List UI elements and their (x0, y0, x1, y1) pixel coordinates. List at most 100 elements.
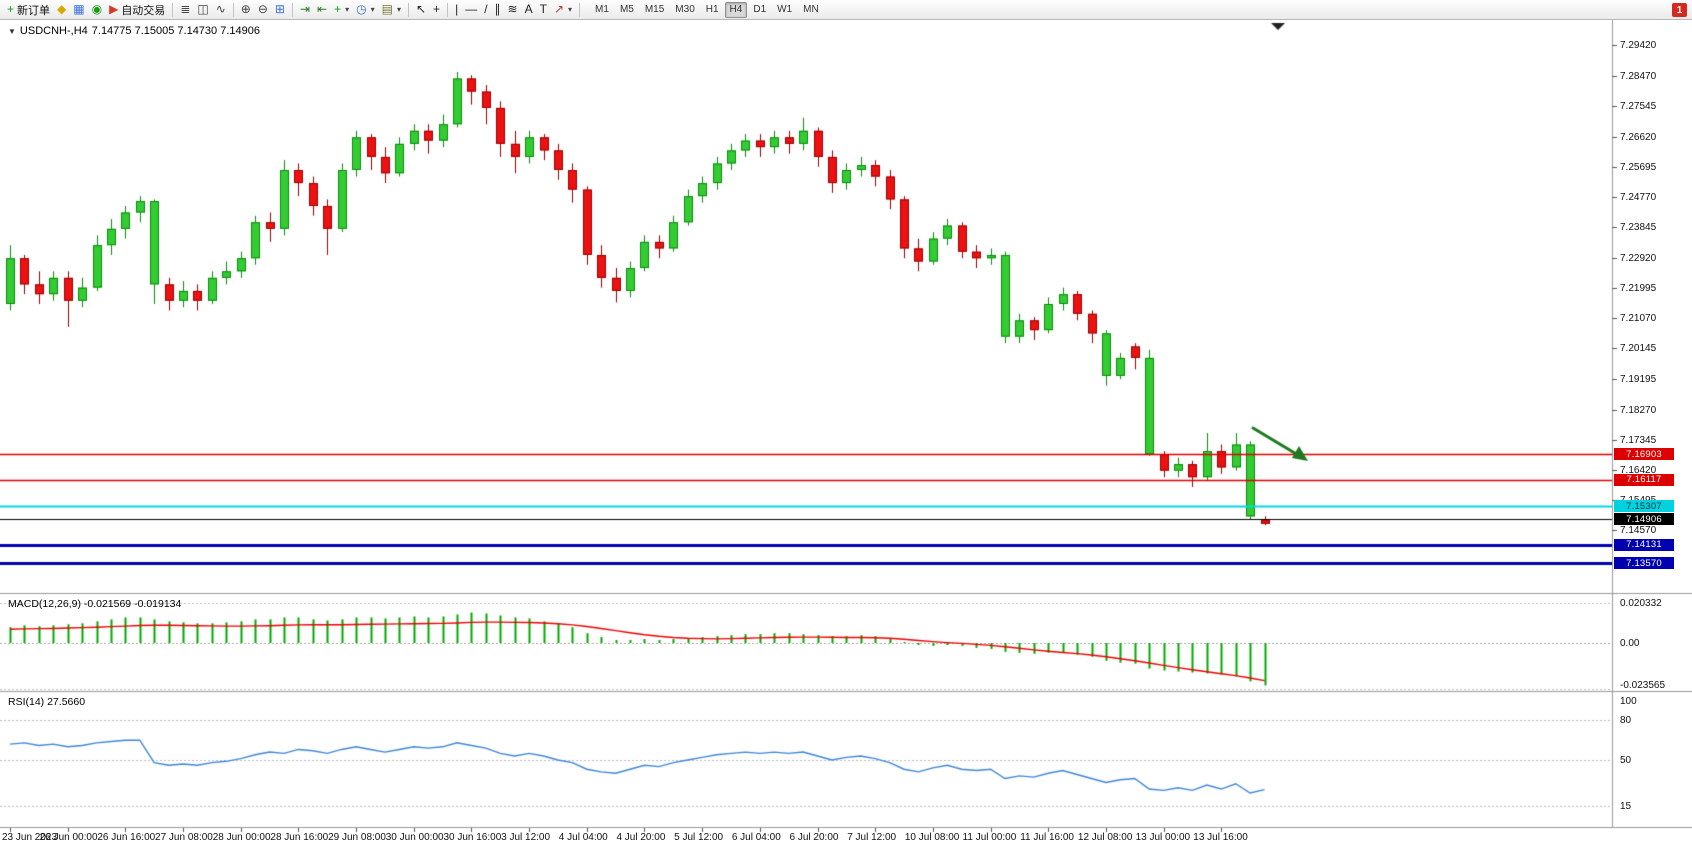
arrows-icon[interactable]: ↗ ▾ (551, 1, 575, 18)
time-axis-label: 29 Jun 08:00 (328, 832, 386, 843)
refresh-icon[interactable]: ◉ (89, 1, 105, 18)
bar-chart-icon: ≣ (180, 2, 191, 16)
timeframe-button-m5[interactable]: M5 (619, 3, 634, 15)
new-order-button: + (7, 2, 15, 16)
price-axis-label: 7.25695 (1620, 161, 1657, 173)
auto-scroll-icon[interactable]: ⇥ (297, 1, 313, 18)
time-axis-label: 7 Jul 12:00 (847, 832, 897, 843)
horizontal-line-icon: — (465, 2, 478, 16)
time-axis-label: 12 Jul 08:00 (1077, 832, 1133, 843)
time-axis-label: 28 Jun 00:00 (212, 832, 271, 843)
price-marker-7.14131: 7.14131 (1614, 538, 1674, 551)
timeframe-button-d1[interactable]: D1 (753, 3, 767, 15)
time-axis-label: 11 Jul 00:00 (962, 832, 1017, 843)
new-order-button[interactable]: + 新订单 (4, 1, 53, 18)
tile-windows-icon[interactable]: ⊞ (272, 1, 288, 18)
label-icon[interactable]: T (537, 1, 550, 18)
chart-ohlc-values: 7.14775 7.15005 7.14730 7.14906 (91, 25, 260, 37)
macd-axis-label: 0.00 (1620, 638, 1640, 649)
market-watch-icon[interactable]: ▦ (70, 1, 87, 18)
bar-chart-icon[interactable]: ≣ (177, 1, 193, 18)
crosshair-icon[interactable]: + (430, 1, 443, 18)
price-marker-7.16903: 7.16903 (1614, 448, 1674, 461)
auto-trading-button[interactable]: ▶ 自动交易 (106, 1, 168, 18)
rsi-axis-label: 100 (1620, 696, 1637, 707)
periods-icon: ◷ (356, 2, 367, 16)
periods-icon[interactable]: ◷ ▾ (353, 1, 378, 18)
price-marker-7.15307: 7.15307 (1614, 500, 1674, 513)
candlestick-chart-icon: ◫ (197, 2, 209, 16)
horizontal-line-icon[interactable]: — (462, 1, 480, 18)
price-marker-7.14906: 7.14906 (1614, 513, 1674, 526)
arrows-icon-caret[interactable]: ▾ (568, 5, 573, 14)
price-axis-label: 7.16420 (1620, 465, 1657, 476)
chart-shift-icon[interactable]: ⇤ (314, 1, 330, 18)
price-axis-label: 7.29420 (1620, 40, 1657, 52)
price-axis-label: 7.21070 (1620, 313, 1657, 325)
time-axis-label: 13 Jul 16:00 (1193, 832, 1248, 843)
text-icon[interactable]: A (522, 1, 536, 18)
macd-indicator-label: MACD(12,26,9) -0.021569 -0.019134 (8, 598, 182, 610)
fibonacci-icon: ≋ (507, 2, 518, 16)
toolbar-separator (232, 2, 234, 17)
timeframe-group: M1 M5 M15 M30 H1 H4 D1 W1 MN (590, 1, 824, 18)
timeframe-button-m30[interactable]: M30 (675, 3, 695, 15)
macd-axis-label: 0.020332 (1620, 598, 1662, 609)
tile-windows-icon: ⊞ (274, 2, 285, 16)
vertical-line-icon[interactable]: | (452, 1, 461, 18)
cursor-icon[interactable]: ↖ (413, 1, 429, 18)
time-axis-label: 30 Jun 00:00 (385, 832, 444, 843)
label-icon: T (539, 2, 547, 16)
zoom-in-icon: ⊕ (240, 2, 251, 16)
fibonacci-icon[interactable]: ≋ (505, 1, 521, 18)
time-axis-label: 27 Jun 08:00 (155, 832, 213, 843)
metaeditor-icon: ◆ (57, 2, 67, 16)
chart-shift-icon: ⇤ (317, 2, 328, 16)
rsi-axis-label: 15 (1620, 801, 1632, 813)
time-axis-label: 4 Jul 04:00 (558, 832, 608, 843)
zoom-out-icon[interactable]: ⊖ (255, 1, 271, 18)
timeframe-button-h4[interactable]: H4 (724, 1, 748, 18)
timeframe-button-w1[interactable]: W1 (777, 3, 793, 15)
rsi-axis-label: 50 (1620, 755, 1632, 766)
indicators-icon[interactable]: + ▾ (331, 1, 352, 18)
auto-trading-button: ▶ (109, 2, 119, 16)
time-axis-label: 30 Jun 16:00 (443, 832, 502, 843)
candlestick-chart-icon[interactable]: ◫ (194, 1, 211, 18)
templates-icon[interactable]: ▤ ▾ (379, 1, 404, 18)
crosshair-icon: + (433, 2, 441, 16)
line-chart-icon[interactable]: ∿ (213, 1, 229, 18)
trendline-icon[interactable]: / (481, 1, 490, 18)
timeframe-button-mn[interactable]: MN (803, 3, 819, 15)
chart-symbol-title: USDCNH-,H4 (19, 25, 88, 37)
notification-badge[interactable]: 1 (1672, 3, 1687, 17)
indicators-icon: + (334, 2, 342, 16)
market-watch-icon: ▦ (73, 2, 85, 16)
indicators-icon-caret[interactable]: ▾ (345, 5, 350, 14)
price-axis-label: 7.22920 (1620, 252, 1657, 264)
macd-axis-label: -0.023565 (1620, 680, 1666, 691)
auto-scroll-icon: ⇥ (299, 2, 311, 16)
time-axis-label: 26 Jun 16:00 (97, 832, 156, 843)
one-click-trading-toggle[interactable]: ▼ (8, 26, 16, 36)
price-axis-label: 7.23845 (1620, 222, 1657, 234)
timeframe-button-m1[interactable]: M1 (595, 3, 609, 15)
zoom-out-icon: ⊖ (257, 2, 268, 16)
time-axis-label: 10 Jul 08:00 (904, 832, 960, 843)
zoom-in-icon[interactable]: ⊕ (238, 1, 254, 18)
toolbar-separator (172, 2, 174, 17)
timeframe-button-m15[interactable]: M15 (644, 3, 665, 15)
price-axis-label: 7.26620 (1620, 131, 1657, 143)
channel-icon[interactable]: ∥ (492, 1, 504, 18)
timeframe-button-h1[interactable]: H1 (705, 3, 719, 15)
rsi-indicator-label: RSI(14) 27.5660 (8, 696, 86, 708)
toolbar-items: + 新订单 ◆ ▦ ◉ ▶ 自动交易 ≣ ◫ ∿ ⊕ ⊖ ⊞ ⇥ ⇤ + ▾ ◷ ▾ ▤ ▾ ↖ + | — / ∥ ≋ A T ↗ ▾ (4, 1, 583, 18)
time-axis-label: 6 Jul 04:00 (731, 832, 781, 843)
metaeditor-icon[interactable]: ◆ (54, 1, 69, 18)
periods-icon-caret[interactable]: ▾ (370, 5, 375, 14)
time-axis-label: 11 Jul 16:00 (1020, 832, 1074, 843)
toolbar-separator (407, 2, 409, 17)
templates-icon-caret[interactable]: ▾ (396, 5, 401, 14)
